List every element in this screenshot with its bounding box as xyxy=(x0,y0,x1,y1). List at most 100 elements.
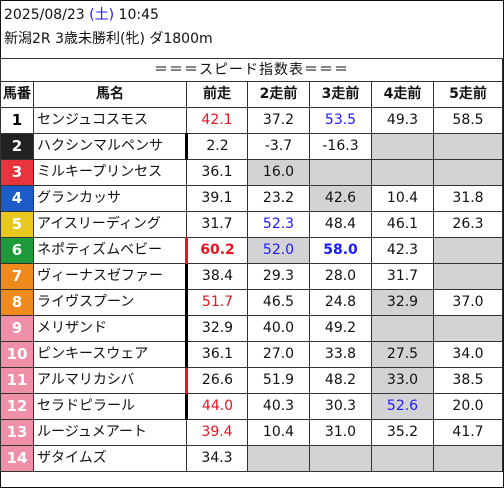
speed-index-2-ago: 52.0 xyxy=(247,237,310,264)
speed-index-last: 36.1 xyxy=(186,341,248,368)
speed-index-4-ago xyxy=(371,133,434,160)
horse-number: 1 xyxy=(0,107,34,134)
speed-index-2-ago: 37.2 xyxy=(247,107,310,134)
speed-index-2-ago: 27.0 xyxy=(247,341,310,368)
speed-index-2-ago: 52.3 xyxy=(247,211,310,238)
speed-index-4-ago: 35.2 xyxy=(371,419,434,446)
speed-index-last: 44.0 xyxy=(186,393,248,420)
speed-index-3-ago: 48.2 xyxy=(309,367,372,394)
horse-name: アルマリカシバ xyxy=(33,367,188,394)
table-row: 2 ハクシンマルペンサ 2.2 -3.7 -16.3 xyxy=(0,133,503,160)
speed-index-5-ago: 41.7 xyxy=(433,419,503,446)
speed-index-3-ago: 28.0 xyxy=(309,263,372,290)
col-header-number: 馬番 xyxy=(0,81,34,108)
table-row: 1 センジュコスモス 42.1 37.2 53.5 49.3 58.5 xyxy=(0,107,503,134)
speed-index-last: 39.1 xyxy=(186,185,248,212)
table-banner: ＝＝＝スピード指数表＝＝＝ xyxy=(0,58,503,82)
horse-number: 2 xyxy=(0,133,34,160)
speed-index-5-ago xyxy=(433,315,503,342)
horse-name: グランカッサ xyxy=(33,185,187,212)
race-date: 2025/08/23 xyxy=(4,7,85,23)
speed-index-4-ago xyxy=(371,159,434,186)
speed-index-2-ago: 51.9 xyxy=(247,367,310,394)
speed-index-3-ago: 31.0 xyxy=(309,419,372,446)
horse-number: 14 xyxy=(0,445,34,472)
speed-index-3-ago: -16.3 xyxy=(309,133,372,160)
speed-index-last: 36.1 xyxy=(186,159,248,186)
speed-index-5-ago: 26.3 xyxy=(433,211,503,238)
table-row: 11 アルマリカシバ 26.6 51.9 48.2 33.0 38.5 xyxy=(0,367,503,394)
speed-index-5-ago: 58.5 xyxy=(433,107,503,134)
table-header-row: 馬番 馬名 前走 2走前 3走前 4走前 5走前 xyxy=(0,81,503,108)
speed-index-2-ago xyxy=(247,445,310,472)
speed-index-5-ago: 20.0 xyxy=(433,393,503,420)
speed-index-3-ago: 58.0 xyxy=(309,237,372,264)
col-header-4-ago: 4走前 xyxy=(371,81,434,108)
speed-index-2-ago: 29.3 xyxy=(247,263,310,290)
speed-index-5-ago xyxy=(433,133,503,160)
col-header-5-ago: 5走前 xyxy=(433,81,503,108)
horse-name: ミルキープリンセス xyxy=(33,159,187,186)
col-header-2-ago: 2走前 xyxy=(247,81,310,108)
speed-index-5-ago: 34.0 xyxy=(433,341,503,368)
horse-name: ルージュメアート xyxy=(33,419,187,446)
horse-name: ハクシンマルペンサ xyxy=(33,133,188,160)
table-row: 10 ピンキースウェア 36.1 27.0 33.8 27.5 34.0 xyxy=(0,341,503,368)
col-header-last: 前走 xyxy=(186,81,248,108)
horse-number: 8 xyxy=(0,289,34,316)
speed-index-2-ago: 16.0 xyxy=(247,159,310,186)
horse-name: ザタイムズ xyxy=(33,445,187,472)
table-row: 9 メリザンド 32.9 40.0 49.2 xyxy=(0,315,503,342)
speed-index-last: 34.3 xyxy=(186,445,248,472)
horse-number: 12 xyxy=(0,393,34,420)
speed-index-3-ago: 30.3 xyxy=(309,393,372,420)
speed-index-3-ago: 49.2 xyxy=(309,315,372,342)
table-row: 5 アイスリーディング 31.7 52.3 48.4 46.1 26.3 xyxy=(0,211,503,238)
horse-name: アイスリーディング xyxy=(33,211,187,238)
speed-index-5-ago: 31.8 xyxy=(433,185,503,212)
speed-index-4-ago: 27.5 xyxy=(371,341,434,368)
speed-index-5-ago: 37.0 xyxy=(433,289,503,316)
speed-index-4-ago: 46.1 xyxy=(371,211,434,238)
table-row: 14 ザタイムズ 34.3 xyxy=(0,445,503,472)
speed-index-4-ago: 32.9 xyxy=(371,289,434,316)
speed-index-last: 32.9 xyxy=(186,315,248,342)
speed-index-4-ago: 10.4 xyxy=(371,185,434,212)
speed-index-3-ago xyxy=(309,159,372,186)
speed-index-2-ago: 40.3 xyxy=(247,393,310,420)
speed-index-5-ago xyxy=(433,237,503,264)
horse-number: 10 xyxy=(0,341,34,368)
col-header-3-ago: 3走前 xyxy=(309,81,372,108)
speed-index-3-ago: 33.8 xyxy=(309,341,372,368)
speed-index-4-ago: 33.0 xyxy=(371,367,434,394)
speed-index-last: 39.4 xyxy=(186,419,248,446)
race-datetime: 2025/08/23 (土) 10:45 xyxy=(4,6,159,24)
horse-number: 5 xyxy=(0,211,34,238)
speed-index-last: 2.2 xyxy=(186,133,248,160)
speed-index-last: 60.2 xyxy=(186,237,248,264)
horse-number: 7 xyxy=(0,263,34,290)
table-row: 6 ネポティズムベビー 60.2 52.0 58.0 42.3 xyxy=(0,237,503,264)
speed-index-4-ago: 42.3 xyxy=(371,237,434,264)
table-row: 8 ライヴスプーン 51.7 46.5 24.8 32.9 37.0 xyxy=(0,289,503,316)
col-header-name: 馬名 xyxy=(33,81,187,108)
horse-number: 4 xyxy=(0,185,34,212)
speed-index-2-ago: 40.0 xyxy=(247,315,310,342)
speed-index-3-ago: 48.4 xyxy=(309,211,372,238)
speed-index-4-ago xyxy=(371,315,434,342)
horse-number: 11 xyxy=(0,367,34,394)
speed-index-4-ago: 52.6 xyxy=(371,393,434,420)
speed-index-5-ago xyxy=(433,159,503,186)
race-time: 10:45 xyxy=(118,7,159,23)
horse-number: 13 xyxy=(0,419,34,446)
speed-index-2-ago: 46.5 xyxy=(247,289,310,316)
speed-index-3-ago xyxy=(309,445,372,472)
speed-index-last: 42.1 xyxy=(186,107,248,134)
race-title: 新潟2R 3歳未勝利(牝) ダ1800m xyxy=(4,31,213,47)
speed-index-3-ago: 24.8 xyxy=(309,289,372,316)
speed-index-last: 38.4 xyxy=(186,263,248,290)
speed-index-last: 26.6 xyxy=(186,367,248,394)
table-row: 7 ヴィーナスゼファー 38.4 29.3 28.0 31.7 xyxy=(0,263,503,290)
speed-index-3-ago: 53.5 xyxy=(309,107,372,134)
table-row: 13 ルージュメアート 39.4 10.4 31.0 35.2 41.7 xyxy=(0,419,503,446)
